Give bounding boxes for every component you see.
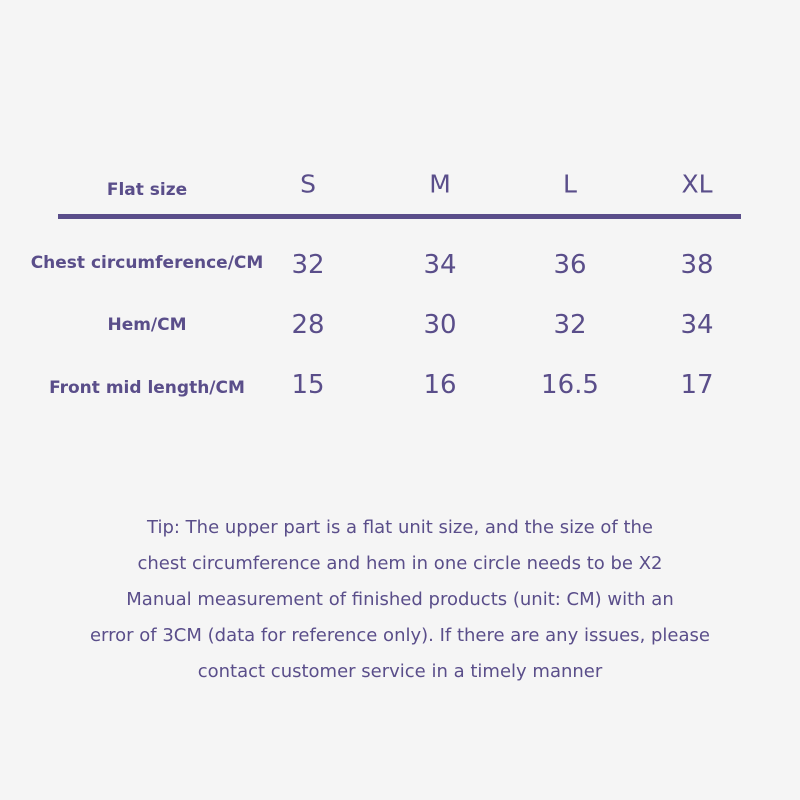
tip-line: error of 3CM (data for reference only). … (89, 625, 710, 646)
cell: 32 (553, 310, 587, 340)
cell: 17 (680, 370, 714, 400)
tip-line: Tip: The upper part is a flat unit size,… (147, 517, 653, 538)
cell: 16 (423, 370, 457, 400)
row-label-chest: Chest circumference/CM (30, 253, 264, 273)
cell: 16.5 (541, 370, 599, 400)
size-header-m: M (429, 169, 451, 199)
cell: 30 (423, 310, 457, 340)
tip-line: chest circumference and hem in one circl… (137, 553, 663, 574)
size-header-l: L (563, 169, 577, 199)
cell: 36 (553, 250, 587, 280)
size-header-s: S (300, 169, 316, 199)
tip-note: Tip: The upper part is a flat unit size,… (0, 510, 800, 690)
cell: 32 (291, 250, 325, 280)
row-label-hem: Hem/CM (107, 315, 187, 335)
row-label-front-length: Front mid length/CM (49, 378, 245, 398)
cell: 38 (680, 250, 714, 280)
size-header-xl: XL (681, 169, 713, 199)
corner-label: Flat size (106, 180, 188, 200)
header-divider (58, 214, 741, 219)
cell: 34 (423, 250, 457, 280)
cell: 15 (291, 370, 325, 400)
cell: 34 (680, 310, 714, 340)
tip-line: contact customer service in a timely man… (197, 661, 603, 682)
tip-line: Manual measurement of finished products … (126, 589, 674, 610)
cell: 28 (291, 310, 325, 340)
